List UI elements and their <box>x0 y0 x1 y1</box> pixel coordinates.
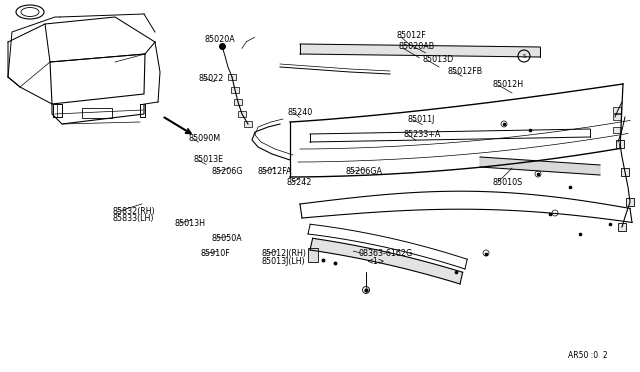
Text: 85012FB: 85012FB <box>448 67 483 76</box>
Text: 85022: 85022 <box>198 74 224 83</box>
Bar <box>308 248 318 262</box>
Text: 85020AB: 85020AB <box>398 42 435 51</box>
Text: 85012F: 85012F <box>397 31 426 40</box>
Text: 85012H: 85012H <box>493 80 524 89</box>
Polygon shape <box>310 238 463 284</box>
Bar <box>613 114 621 120</box>
Bar <box>234 99 242 105</box>
Text: S: S <box>522 54 525 58</box>
Polygon shape <box>480 157 600 175</box>
Text: 85832(RH): 85832(RH) <box>112 207 155 216</box>
Bar <box>238 111 246 117</box>
Bar <box>616 140 624 148</box>
Text: 85020A: 85020A <box>205 35 236 44</box>
Bar <box>244 121 252 127</box>
Text: 85013H: 85013H <box>174 219 205 228</box>
Text: AR50 :0  2: AR50 :0 2 <box>568 351 608 360</box>
Bar <box>228 74 236 80</box>
Text: 85910F: 85910F <box>200 249 230 258</box>
Text: 85833(LH): 85833(LH) <box>112 214 154 223</box>
Bar <box>613 107 621 113</box>
Text: 85090M: 85090M <box>188 134 220 143</box>
Text: <1>: <1> <box>366 257 385 266</box>
Text: 85206GA: 85206GA <box>346 167 383 176</box>
Text: 85010S: 85010S <box>493 178 523 187</box>
Bar <box>621 168 629 176</box>
Bar <box>626 198 634 206</box>
Bar <box>613 127 621 133</box>
Text: 85242: 85242 <box>287 178 312 187</box>
Text: 85012FA: 85012FA <box>257 167 292 176</box>
Bar <box>618 223 626 231</box>
Polygon shape <box>300 44 540 57</box>
Text: 85012J(RH): 85012J(RH) <box>261 249 306 258</box>
Text: 85013J(LH): 85013J(LH) <box>261 257 305 266</box>
Bar <box>231 87 239 93</box>
Text: 85013D: 85013D <box>422 55 454 64</box>
Text: 85206G: 85206G <box>211 167 243 176</box>
Text: 85011J: 85011J <box>407 115 435 124</box>
Bar <box>82 108 112 118</box>
Text: 85013E: 85013E <box>193 155 223 164</box>
Text: 85233+A: 85233+A <box>403 130 440 139</box>
Text: 85050A: 85050A <box>211 234 242 243</box>
Text: 08363-6162G: 08363-6162G <box>358 249 413 258</box>
Text: 85240: 85240 <box>288 108 313 117</box>
